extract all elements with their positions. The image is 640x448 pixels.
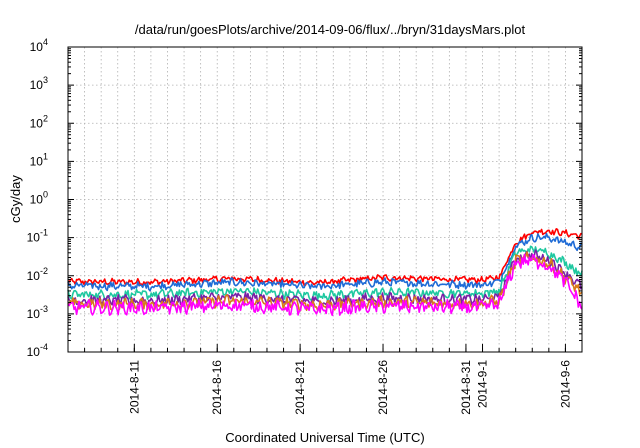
x-axis-label: Coordinated Universal Time (UTC) xyxy=(225,430,424,445)
y-tick-label: 10-4 xyxy=(27,342,48,359)
y-tick-label: 104 xyxy=(30,37,48,54)
series-line xyxy=(67,232,583,292)
y-tick-label: 102 xyxy=(30,113,48,130)
y-tick-label: 100 xyxy=(30,190,48,207)
axes-layer: 10-4 10-3 10-2 10-1 100 101 102 103 104 2014-8-11… xyxy=(27,37,582,415)
series-line xyxy=(67,253,583,317)
x-tick-label: 2014-8-26 xyxy=(376,360,390,415)
x-tick-label: 2014-8-16 xyxy=(210,360,224,415)
chart-title: /data/run/goesPlots/archive/2014-09-06/f… xyxy=(135,22,526,37)
x-tick-label: 2014-8-21 xyxy=(293,360,307,415)
y-tick-label: 101 xyxy=(30,151,48,168)
y-tick-label: 10-2 xyxy=(27,266,48,283)
series-line xyxy=(67,251,583,312)
x-tick-label: 2014-8-11 xyxy=(127,360,141,414)
series-line xyxy=(67,228,583,287)
y-tick-label: 103 xyxy=(30,75,48,92)
series-line xyxy=(67,245,583,301)
x-tick-label: 2014-9-1 xyxy=(476,360,490,408)
y-tick-label: 10-3 xyxy=(27,304,48,321)
y-tick-label: 10-1 xyxy=(27,228,48,245)
series-layer xyxy=(67,228,583,317)
y-axis-label: cGy/day xyxy=(8,175,23,223)
x-tick-label: 2014-9-6 xyxy=(558,360,572,408)
x-tick-label: 2014-8-31 xyxy=(459,360,473,415)
